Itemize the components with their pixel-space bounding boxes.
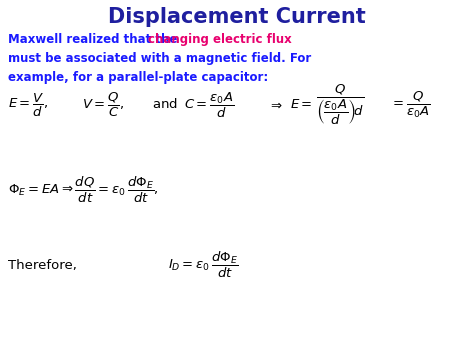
Text: $\dfrac{Q}{\left(\dfrac{\varepsilon_0 A}{d}\right)\!d}$: $\dfrac{Q}{\left(\dfrac{\varepsilon_0 A}… bbox=[316, 83, 365, 127]
Text: $E = \dfrac{V}{d},$: $E = \dfrac{V}{d},$ bbox=[8, 92, 48, 119]
Text: must be associated with a magnetic field. For: must be associated with a magnetic field… bbox=[8, 52, 311, 65]
Text: $\mathrm{and}\;\; C = \dfrac{\varepsilon_0 A}{d}$: $\mathrm{and}\;\; C = \dfrac{\varepsilon… bbox=[152, 91, 234, 120]
Text: Displacement Current: Displacement Current bbox=[108, 7, 366, 27]
Text: $I_D = \varepsilon_0\, \dfrac{d\Phi_E}{dt}$: $I_D = \varepsilon_0\, \dfrac{d\Phi_E}{d… bbox=[168, 250, 238, 280]
Text: example, for a parallel-plate capacitor:: example, for a parallel-plate capacitor: bbox=[8, 71, 268, 84]
Text: $\Rightarrow$: $\Rightarrow$ bbox=[268, 98, 283, 111]
Text: $\Phi_E = EA \Rightarrow \dfrac{dQ}{dt} = \varepsilon_0\, \dfrac{d\Phi_E}{dt},$: $\Phi_E = EA \Rightarrow \dfrac{dQ}{dt} … bbox=[8, 175, 159, 205]
Text: $V = \dfrac{Q}{C},$: $V = \dfrac{Q}{C},$ bbox=[82, 91, 124, 119]
Text: Maxwell realized that the: Maxwell realized that the bbox=[8, 33, 182, 46]
Text: Therefore,: Therefore, bbox=[8, 258, 77, 272]
Text: $=\dfrac{Q}{\varepsilon_0 A}$: $=\dfrac{Q}{\varepsilon_0 A}$ bbox=[390, 90, 431, 120]
Text: $E =$: $E =$ bbox=[290, 98, 312, 111]
Text: changing electric flux: changing electric flux bbox=[148, 33, 292, 46]
